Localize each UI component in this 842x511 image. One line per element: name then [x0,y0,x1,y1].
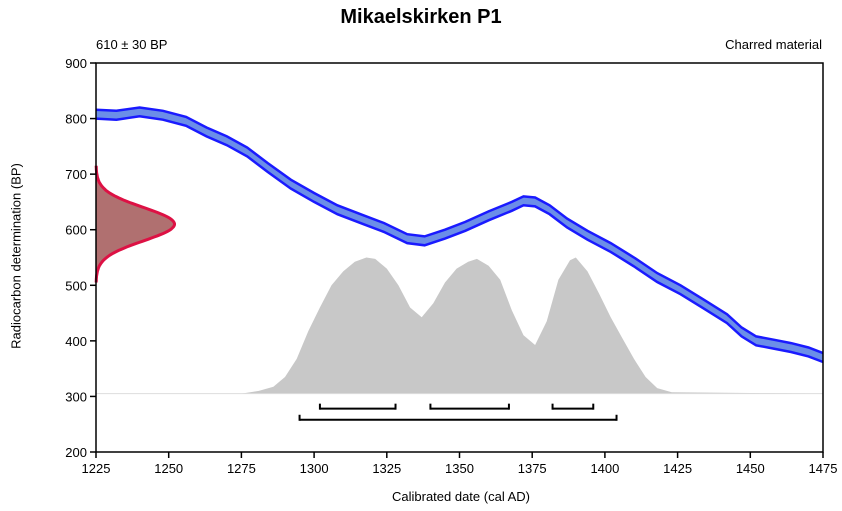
x-tick-label-1225: 1225 [82,461,111,476]
posterior-distribution [96,257,823,394]
y-tick-label-400: 400 [65,334,87,349]
measurement-distribution-outline [94,165,176,283]
x-tick-label-1425: 1425 [663,461,692,476]
y-tick-label-600: 600 [65,223,87,238]
series-layer [94,106,824,421]
x-tick-label-1250: 1250 [154,461,183,476]
y-tick-label-300: 300 [65,389,87,404]
y-tick-label-800: 800 [65,112,87,127]
axes-layer: 1225 1250 1275 1300 1325 1350 1375 1400 1425 1450… [65,56,837,476]
x-tick-label-1325: 1325 [372,461,401,476]
y-tick-label-900: 900 [65,56,87,71]
x-tick-label-1475: 1475 [809,461,838,476]
measurement-distribution [96,165,175,283]
calibration-curve-lower-edge [95,115,824,364]
x-tick-label-1375: 1375 [518,461,547,476]
x-tick-label-1450: 1450 [736,461,765,476]
x-tick-label-1400: 1400 [590,461,619,476]
measurement-annotation: 610 ± 30 BP [96,37,168,52]
y-tick-label-700: 700 [65,167,87,182]
x-tick-label-1350: 1350 [445,461,474,476]
material-annotation: Charred material [725,37,822,52]
x-tick-label-1300: 1300 [300,461,329,476]
y-tick-label-200: 200 [65,445,87,460]
x-axis-label: Calibrated date (cal AD) [391,489,530,504]
calibration-curve-upper-edge [95,106,824,355]
x-tick-label-1275: 1275 [227,461,256,476]
y-tick-label-500: 500 [65,278,87,293]
chart-title: Mikaelskirken P1 [340,6,502,28]
